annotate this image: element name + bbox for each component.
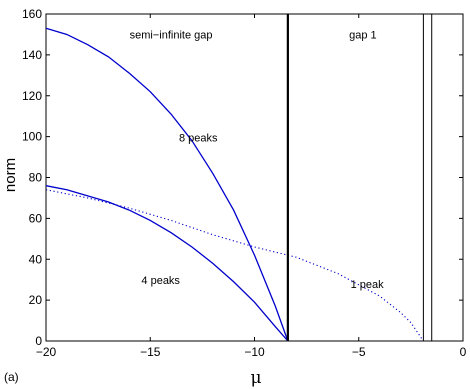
- plot-area: [45, 13, 464, 342]
- y-tick-label: 80: [29, 171, 43, 185]
- x-tick-label: 0: [460, 345, 467, 359]
- y-tick-label: 140: [22, 48, 42, 62]
- panel-label: (a): [4, 370, 19, 384]
- region-label-gap-1: gap 1: [349, 30, 377, 42]
- x-tick-label: −20: [36, 345, 57, 359]
- y-tick-label: 20: [29, 293, 43, 307]
- y-tick-label: 160: [22, 7, 42, 21]
- series-3-line: [45, 189, 424, 342]
- series-2-line: [45, 185, 289, 342]
- x-axis-label: μ: [250, 368, 261, 388]
- ticks: −20 −15 −10 −5 0 0 20 40 60 80 100 120 140 160: [22, 7, 467, 359]
- region-label-semi-infinite-gap: semi−infinite gap: [130, 30, 213, 42]
- curves: [45, 13, 433, 342]
- series-label-8-peaks: 8 peaks: [179, 133, 218, 145]
- y-tick-label: 60: [29, 211, 43, 225]
- y-tick-label: 120: [22, 89, 42, 103]
- y-axis-label: norm: [2, 158, 19, 192]
- band-box: [422, 13, 433, 342]
- y-tick-label: 100: [22, 130, 42, 144]
- series-1-line: [45, 27, 289, 342]
- series-label-1-peak: 1 peak: [351, 279, 385, 291]
- series-label-4-peaks: 4 peaks: [141, 275, 180, 287]
- y-tick-label: 40: [29, 252, 43, 266]
- x-tick-label: −15: [140, 345, 161, 359]
- labels: semi−infinite gap gap 1 8 peaks 4 peaks 1 pe…: [130, 30, 384, 291]
- x-tick-label: −10: [244, 345, 265, 359]
- x-tick-label: −5: [352, 345, 366, 359]
- y-tick-label: 0: [35, 334, 42, 348]
